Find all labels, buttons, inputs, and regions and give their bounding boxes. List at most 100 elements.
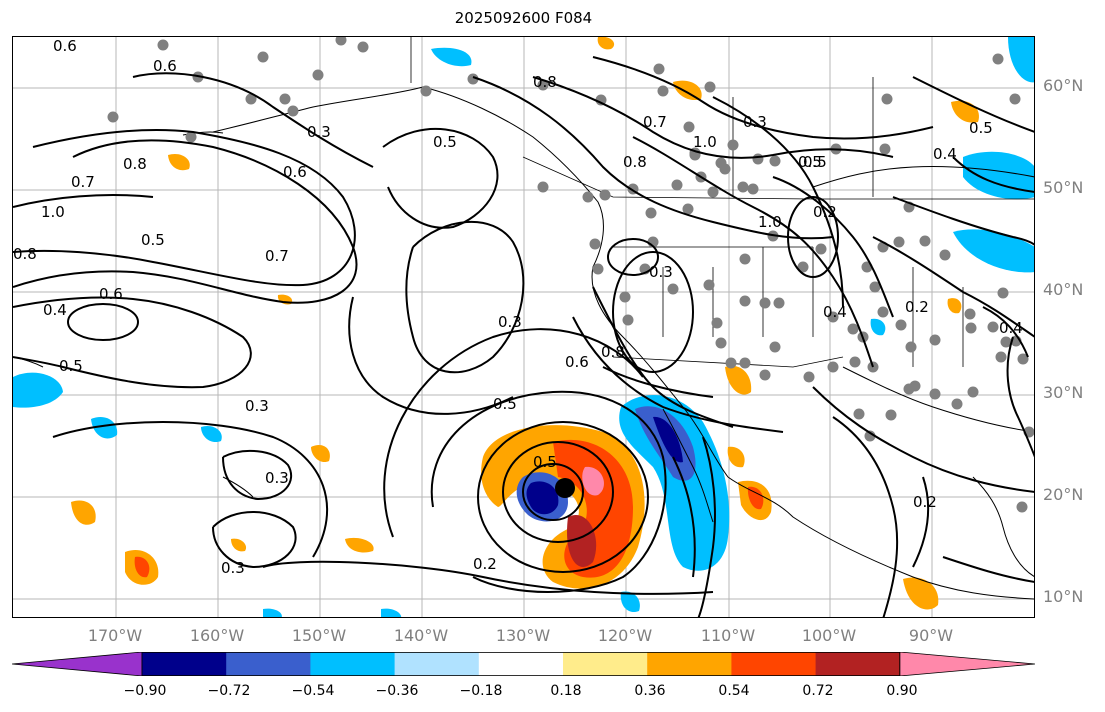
contour-label: 0.5: [798, 153, 822, 171]
negative-anomaly-region: [619, 395, 730, 571]
colorbar-extend-max: [899, 652, 1035, 676]
station-marker: [929, 388, 941, 400]
station-marker: [1000, 336, 1012, 348]
lat-label: 20°N: [1043, 485, 1084, 504]
contour-label: 1.0: [693, 133, 717, 151]
station-marker: [420, 85, 432, 97]
colorbar-extend-min: [12, 652, 143, 676]
lat-label: 30°N: [1043, 383, 1084, 402]
station-marker: [667, 283, 679, 295]
contour-label: 0.7: [71, 173, 95, 191]
station-marker: [847, 323, 859, 335]
station-marker: [909, 380, 921, 392]
storm-center-marker: [555, 478, 575, 498]
station-marker: [951, 398, 963, 410]
contour-label: 0.8: [13, 245, 37, 263]
contour-label: 0.6: [53, 37, 77, 55]
contour-label: 0.8: [623, 153, 647, 171]
colorbar-segment: [647, 652, 732, 676]
positive-anomaly-region: [727, 446, 745, 468]
station-marker: [877, 306, 889, 318]
station-marker: [287, 105, 299, 117]
contour-label: 0.5: [533, 453, 557, 471]
station-marker: [905, 341, 917, 353]
station-marker: [599, 189, 611, 201]
colorbar-segment: [478, 652, 564, 676]
lon-label: 90°W: [908, 626, 954, 645]
lat-label: 60°N: [1043, 76, 1084, 95]
station-marker: [357, 41, 369, 53]
colorbar-tick-label: −0.72: [207, 683, 251, 699]
station-marker: [107, 111, 119, 123]
contour-label: 0.2: [473, 555, 497, 573]
station-marker: [467, 73, 479, 85]
negative-anomaly-region: [1008, 37, 1034, 83]
contour-label: 0.4: [823, 303, 847, 321]
contour-label: 0.6: [99, 285, 123, 303]
negative-anomaly-region: [653, 416, 683, 463]
negative-anomaly-region: [381, 608, 402, 617]
contour-label: 0.2: [813, 203, 837, 221]
station-marker: [739, 253, 751, 265]
contour-label: 0.5: [59, 357, 83, 375]
lat-label: 40°N: [1043, 280, 1084, 299]
colorbar-segment: [142, 652, 227, 676]
coastlines: [13, 86, 1034, 600]
station-marker: [885, 409, 897, 421]
positive-anomaly-region: [71, 500, 96, 525]
station-marker: [967, 386, 979, 398]
contour-label: 0.2: [905, 298, 929, 316]
positive-anomaly-region: [582, 466, 604, 496]
station-marker: [657, 85, 669, 97]
station-marker: [939, 249, 951, 261]
station-marker: [739, 357, 751, 369]
contour-label: 0.6: [565, 353, 589, 371]
colorbar-segment: [815, 652, 901, 676]
lon-label: 100°W: [801, 626, 857, 645]
negative-anomaly-region: [526, 481, 559, 515]
station-marker: [582, 191, 594, 203]
station-marker: [752, 153, 764, 165]
station-marker: [537, 181, 549, 193]
station-marker: [747, 183, 759, 195]
station-marker: [671, 179, 683, 191]
positive-anomaly-region: [673, 80, 702, 101]
contour-label: 0.3: [649, 263, 673, 281]
station-marker: [185, 131, 197, 143]
contour-label: 0.5: [803, 153, 827, 171]
colorbar-tick-label: −0.54: [291, 683, 335, 699]
positive-anomaly-region: [903, 577, 939, 610]
positive-anomaly-region: [747, 486, 764, 510]
negative-anomaly-region: [963, 151, 1034, 200]
lat-label: 50°N: [1043, 178, 1084, 197]
station-marker: [769, 341, 781, 353]
station-marker: [537, 79, 549, 91]
station-marker: [992, 53, 1004, 65]
station-marker: [645, 207, 657, 219]
station-marker: [849, 356, 861, 368]
contour-label: 0.6: [283, 163, 307, 181]
station-marker: [803, 371, 815, 383]
lon-label: 150°W: [291, 626, 347, 645]
station-marker: [995, 351, 1007, 363]
colorbar-segment: [310, 652, 396, 676]
colorbar: [12, 652, 1035, 676]
station-marker: [727, 139, 739, 151]
contour-label: 0.4: [933, 145, 957, 163]
colorbar-tick-label: 0.54: [718, 683, 750, 699]
negative-anomaly-region: [870, 318, 886, 336]
positive-anomaly-region: [567, 515, 597, 567]
station-marker: [895, 319, 907, 331]
station-marker: [827, 361, 839, 373]
colorbar-segment: [394, 652, 480, 676]
station-marker: [707, 186, 719, 198]
contour-label: 1.0: [758, 213, 782, 231]
negative-anomaly-region: [620, 591, 640, 613]
station-marker: [711, 317, 723, 329]
station-marker: [864, 430, 876, 442]
negative-anomaly-region: [263, 608, 282, 617]
map-panel[interactable]: 0.6 0.6 0.7 0.8 1.0 0.8 0.5 0.6 0.7 0.4 0.6 0.5 0.5 0…: [12, 36, 1035, 618]
negative-anomaly-region: [13, 372, 63, 408]
station-marker: [725, 357, 737, 369]
contour-label: 0.3: [498, 313, 522, 331]
